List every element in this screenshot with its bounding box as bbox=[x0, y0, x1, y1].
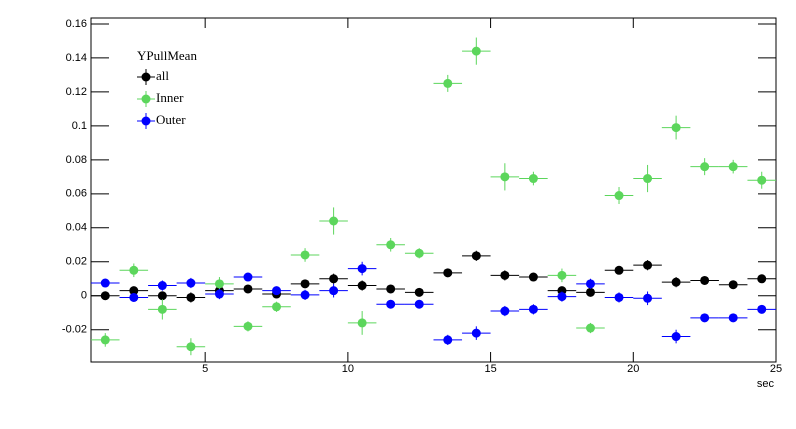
point bbox=[300, 250, 310, 260]
point bbox=[157, 304, 167, 314]
point bbox=[614, 292, 624, 302]
point bbox=[585, 279, 595, 289]
point bbox=[386, 284, 396, 294]
point bbox=[557, 292, 567, 302]
point bbox=[500, 172, 510, 182]
point bbox=[757, 274, 767, 284]
point bbox=[157, 291, 167, 301]
x-tick-label: 15 bbox=[484, 363, 496, 375]
point bbox=[186, 292, 196, 302]
legend-label: Outer bbox=[156, 112, 186, 127]
point bbox=[100, 335, 110, 345]
y-tick-label: 0 bbox=[81, 290, 87, 302]
point bbox=[585, 323, 595, 333]
point bbox=[243, 284, 253, 294]
y-tick-label: 0.1 bbox=[72, 120, 87, 132]
point bbox=[528, 272, 538, 282]
point bbox=[500, 270, 510, 280]
point bbox=[329, 286, 339, 296]
point bbox=[528, 304, 538, 314]
point bbox=[700, 275, 710, 285]
x-tick-label: 25 bbox=[770, 363, 782, 375]
point bbox=[329, 274, 339, 284]
point bbox=[471, 328, 481, 338]
point bbox=[129, 286, 139, 296]
point bbox=[214, 279, 224, 289]
point bbox=[186, 342, 196, 352]
point bbox=[728, 162, 738, 172]
point bbox=[443, 78, 453, 88]
point bbox=[471, 46, 481, 56]
point bbox=[700, 313, 710, 323]
point bbox=[100, 291, 110, 301]
point bbox=[129, 292, 139, 302]
point bbox=[528, 174, 538, 184]
legend-marker bbox=[141, 72, 151, 82]
point bbox=[300, 290, 310, 300]
point bbox=[471, 251, 481, 261]
point bbox=[557, 270, 567, 280]
point bbox=[757, 175, 767, 185]
legend-marker bbox=[141, 116, 151, 126]
point bbox=[329, 216, 339, 226]
point bbox=[414, 299, 424, 309]
y-tick-label: 0.08 bbox=[66, 154, 87, 166]
point bbox=[272, 286, 282, 296]
y-tick-label: 0.02 bbox=[66, 256, 87, 268]
x-axis-label: sec bbox=[757, 378, 775, 390]
point bbox=[414, 287, 424, 297]
legend-title: YPullMean bbox=[137, 48, 197, 63]
point bbox=[671, 332, 681, 342]
point bbox=[671, 277, 681, 287]
point bbox=[500, 306, 510, 316]
x-tick-label: 10 bbox=[342, 363, 354, 375]
point bbox=[728, 313, 738, 323]
point bbox=[386, 299, 396, 309]
point bbox=[157, 281, 167, 291]
point bbox=[272, 302, 282, 312]
point bbox=[357, 318, 367, 328]
point bbox=[357, 264, 367, 274]
point bbox=[443, 268, 453, 278]
y-tick-label: 0.04 bbox=[66, 222, 87, 234]
legend-marker bbox=[141, 94, 151, 104]
point bbox=[386, 240, 396, 250]
point bbox=[643, 174, 653, 184]
point bbox=[100, 278, 110, 288]
point bbox=[671, 123, 681, 133]
point bbox=[186, 278, 196, 288]
y-tick-label: 0.14 bbox=[66, 52, 87, 64]
point bbox=[585, 287, 595, 297]
point bbox=[243, 321, 253, 331]
point bbox=[728, 280, 738, 290]
point bbox=[757, 304, 767, 314]
point bbox=[643, 293, 653, 303]
point bbox=[443, 335, 453, 345]
point bbox=[214, 289, 224, 299]
point bbox=[243, 272, 253, 282]
legend: YPullMean all Inner Outer bbox=[137, 48, 197, 129]
point bbox=[700, 162, 710, 172]
legend-label: all bbox=[156, 68, 169, 83]
y-tick-label: 0.06 bbox=[66, 188, 87, 200]
point bbox=[129, 265, 139, 275]
y-tick-label: 0.16 bbox=[66, 18, 87, 30]
y-tick-label: 0.12 bbox=[66, 86, 87, 98]
x-tick-label: 20 bbox=[627, 363, 639, 375]
point bbox=[414, 248, 424, 258]
y-tick-label: -0.02 bbox=[62, 324, 87, 336]
plot-frame bbox=[90, 17, 777, 363]
legend-label: Inner bbox=[156, 90, 184, 105]
point bbox=[357, 281, 367, 291]
point bbox=[643, 260, 653, 270]
x-tick-label: 5 bbox=[202, 363, 208, 375]
point bbox=[614, 265, 624, 275]
point bbox=[614, 191, 624, 201]
point bbox=[300, 279, 310, 289]
